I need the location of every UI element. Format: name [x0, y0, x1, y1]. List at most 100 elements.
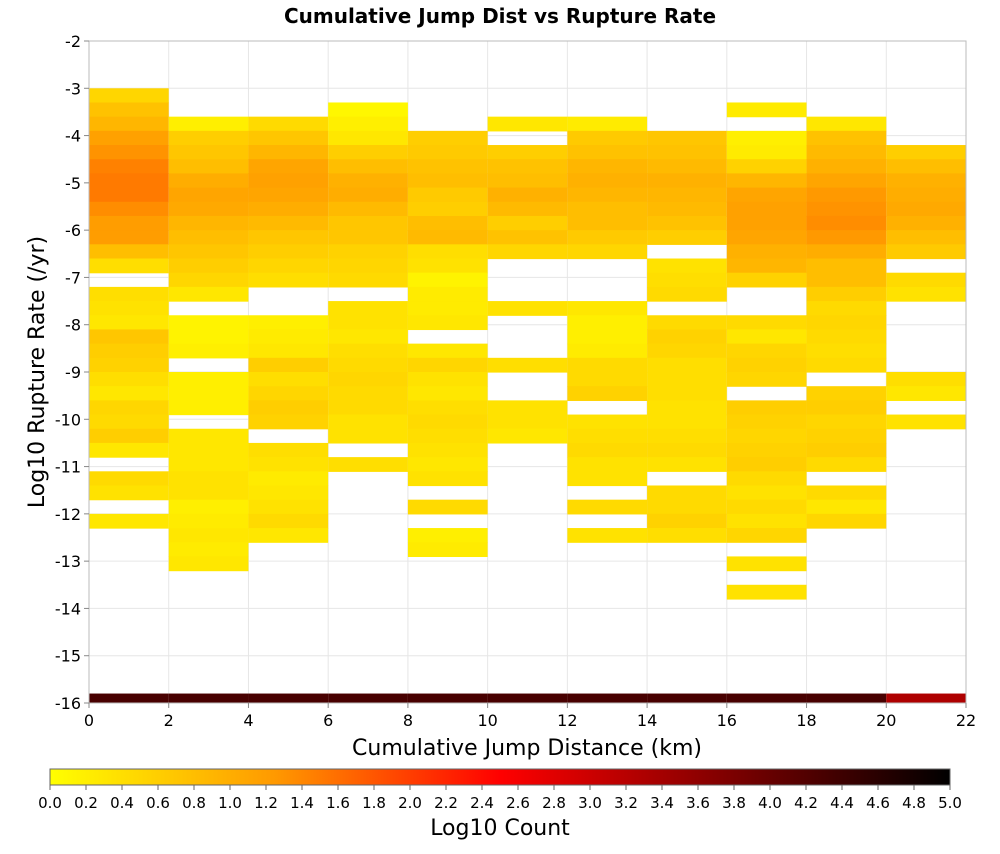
- heatmap-cell: [806, 201, 887, 217]
- heatmap-cell: [487, 215, 568, 231]
- heatmap-cell: [168, 457, 249, 472]
- heatmap-cell: [726, 159, 807, 174]
- heatmap-cell: [647, 693, 727, 703]
- colorbar-tick-label: 3.6: [686, 794, 710, 812]
- heatmap-cell: [89, 201, 169, 217]
- heatmap-cell: [248, 372, 329, 387]
- heatmap-cell: [168, 159, 249, 174]
- heatmap-cell: [89, 116, 169, 132]
- heatmap-cell: [647, 286, 727, 302]
- heatmap-cell: [567, 201, 648, 217]
- heatmap-cell: [567, 187, 648, 203]
- heatmap-cell: [647, 315, 727, 331]
- heatmap-cell: [89, 357, 169, 373]
- heatmap-cell: [248, 258, 329, 274]
- heatmap-cell: [567, 528, 648, 543]
- heatmap-cell: [89, 414, 169, 430]
- heatmap-cell: [806, 357, 887, 373]
- heatmap-cell: [726, 400, 807, 416]
- heatmap-cell: [567, 329, 648, 345]
- heatmap-cell: [647, 442, 727, 458]
- heatmap-cell: [89, 386, 169, 401]
- heatmap-cell: [886, 386, 966, 401]
- heatmap-cell: [886, 230, 966, 245]
- heatmap-cell: [328, 130, 408, 146]
- heatmap-cell: [248, 215, 329, 231]
- heatmap-cell: [806, 173, 887, 189]
- heatmap-cell: [647, 159, 727, 174]
- colorbar-tick-label: 3.4: [650, 794, 674, 812]
- heatmap-cell: [248, 145, 329, 160]
- heatmap-cell: [168, 145, 249, 160]
- heatmap-cell: [726, 145, 807, 160]
- heatmap-cell: [89, 301, 169, 316]
- heatmap-cell: [726, 499, 807, 515]
- heatmap-cell: [567, 414, 648, 430]
- heatmap-cell: [248, 442, 329, 458]
- heatmap-cell: [806, 215, 887, 231]
- heatmap-cell: [89, 286, 169, 302]
- y-tick-label: -2: [65, 32, 81, 51]
- heatmap-cell: [89, 88, 169, 104]
- heatmap-cell: [407, 457, 488, 472]
- heatmap-cell: [567, 457, 648, 472]
- heatmap-cell: [328, 329, 408, 345]
- heatmap-cells: [89, 88, 966, 703]
- x-tick-label: 2: [164, 711, 174, 730]
- heatmap-cell: [487, 400, 568, 416]
- heatmap-cell: [328, 145, 408, 160]
- heatmap-cell: [328, 244, 408, 260]
- heatmap-cell: [168, 258, 249, 274]
- heatmap-cell: [806, 414, 887, 430]
- heatmap-cell: [567, 315, 648, 331]
- heatmap-cell: [328, 414, 408, 430]
- heatmap-cell: [248, 357, 329, 373]
- heatmap-cell: [726, 528, 807, 543]
- heatmap-cell: [886, 215, 966, 231]
- heatmap-cell: [487, 187, 568, 203]
- heatmap-cell: [726, 584, 807, 600]
- heatmap-cell: [567, 471, 648, 487]
- heatmap-cell: [89, 343, 169, 359]
- heatmap-cell: [567, 215, 648, 231]
- heatmap-cell: [647, 513, 727, 529]
- y-tick-label: -16: [55, 694, 81, 713]
- heatmap-cell: [407, 173, 488, 189]
- heatmap-cell: [407, 230, 488, 245]
- heatmap-cell: [328, 116, 408, 132]
- heatmap-cell: [726, 173, 807, 189]
- heatmap-cell: [248, 343, 329, 359]
- heatmap-cell: [328, 187, 408, 203]
- heatmap-cell: [886, 173, 966, 189]
- colorbar-tick-label: 0.0: [38, 794, 62, 812]
- heatmap-cell: [886, 286, 966, 302]
- heatmap-cell: [647, 528, 727, 543]
- heatmap-cell: [248, 528, 329, 543]
- y-tick-label: -4: [65, 127, 81, 146]
- colorbar-tick-label: 2.6: [506, 794, 530, 812]
- heatmap-cell: [248, 400, 329, 416]
- heatmap-cell: [168, 428, 249, 444]
- y-tick-label: -5: [65, 174, 81, 193]
- y-tick-label: -9: [65, 363, 81, 382]
- heatmap-cell: [248, 173, 329, 189]
- heatmap-cell: [567, 386, 648, 401]
- heatmap-cell: [886, 159, 966, 174]
- heatmap-cell: [168, 343, 249, 359]
- heatmap-cell: [567, 428, 648, 444]
- y-tick-label: -15: [55, 647, 81, 666]
- heatmap-cell: [567, 343, 648, 359]
- heatmap-cell: [407, 272, 488, 288]
- heatmap-cell: [726, 258, 807, 274]
- heatmap-cell: [567, 442, 648, 458]
- colorbar-label: Log10 Count: [430, 816, 570, 841]
- heatmap-cell: [407, 286, 488, 302]
- colorbar-tick-label: 4.4: [830, 794, 854, 812]
- heatmap-cell: [168, 173, 249, 189]
- heatmap-cell: [806, 159, 887, 174]
- heatmap-cell: [328, 457, 408, 472]
- x-tick-label: 18: [796, 711, 816, 730]
- y-axis-ticks: -2 -3 -4 -5 -6 -7 -8 -9 -10 -11 -12 -13 -14 -15 -16: [55, 32, 89, 713]
- heatmap-cell: [168, 485, 249, 501]
- heatmap-cell: [647, 258, 727, 274]
